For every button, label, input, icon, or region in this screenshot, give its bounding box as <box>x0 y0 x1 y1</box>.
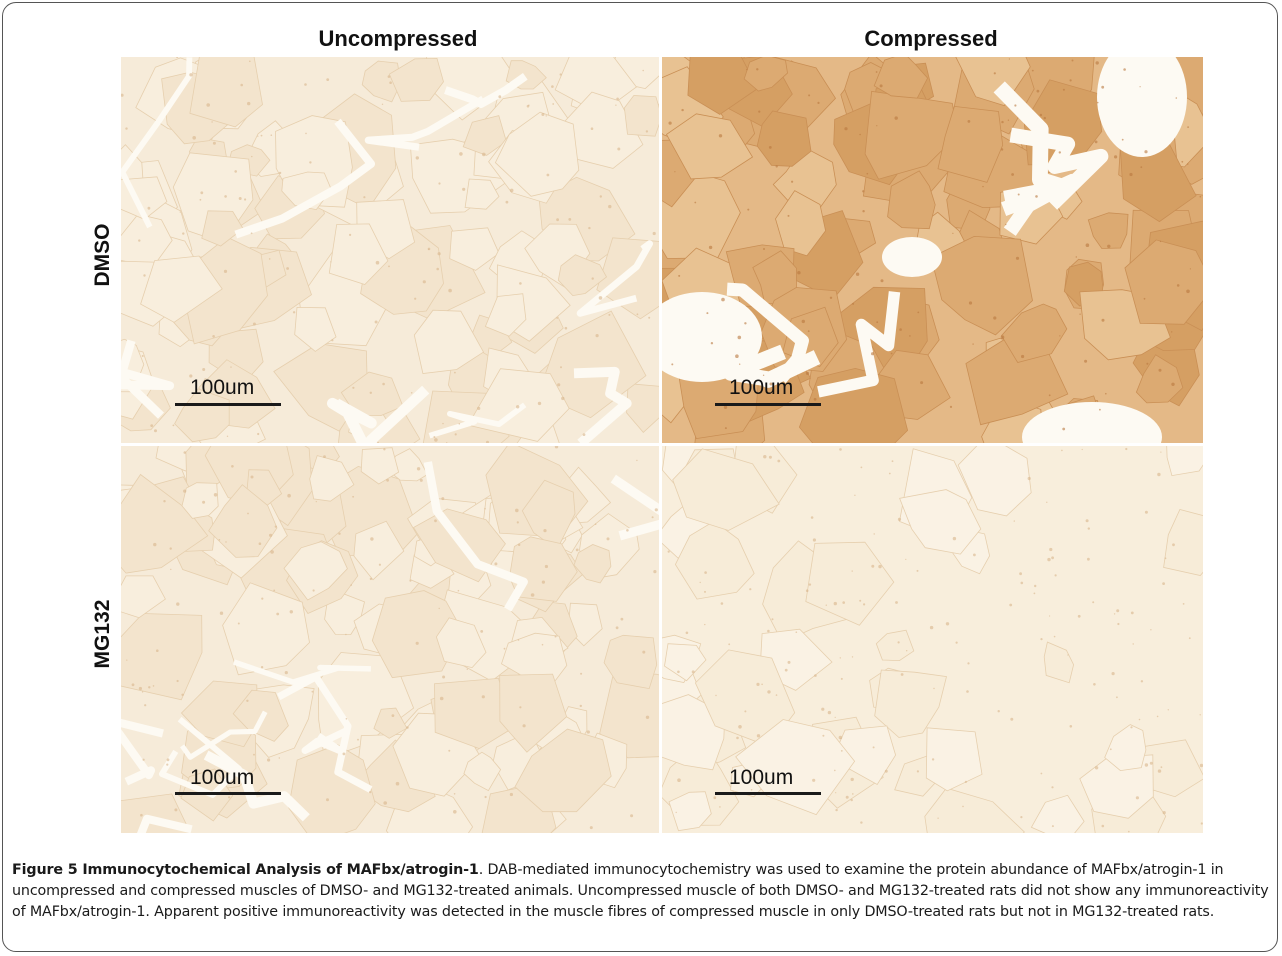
micrograph-mg132-compressed <box>662 446 1203 833</box>
micrograph-dmso-compressed <box>662 57 1203 443</box>
scale-label-mg132-compressed: 100um <box>729 766 794 789</box>
scale-label-dmso-uncompressed: 100um <box>190 376 255 399</box>
caption-label: Figure 5 Immunocytochemical Analysis of … <box>12 862 479 878</box>
micrograph-dmso-uncompressed <box>121 57 659 443</box>
scale-bar-dmso-uncompressed <box>175 403 281 406</box>
row-header-mg132: MG132 <box>91 599 114 669</box>
row-header-dmso: DMSO <box>91 223 114 287</box>
figure-caption: Figure 5 Immunocytochemical Analysis of … <box>12 860 1270 923</box>
scale-bar-mg132-compressed <box>715 792 821 795</box>
scale-bar-dmso-compressed <box>715 403 821 406</box>
micrograph-mg132-uncompressed <box>121 446 659 833</box>
scale-bar-mg132-uncompressed <box>175 792 281 795</box>
scale-label-mg132-uncompressed: 100um <box>190 766 255 789</box>
column-header-uncompressed: Uncompressed <box>318 26 478 51</box>
column-header-compressed: Compressed <box>864 26 998 51</box>
caption-text: . DAB-mediated immunocytochemistry was u… <box>12 862 1269 920</box>
scale-label-dmso-compressed: 100um <box>729 376 794 399</box>
